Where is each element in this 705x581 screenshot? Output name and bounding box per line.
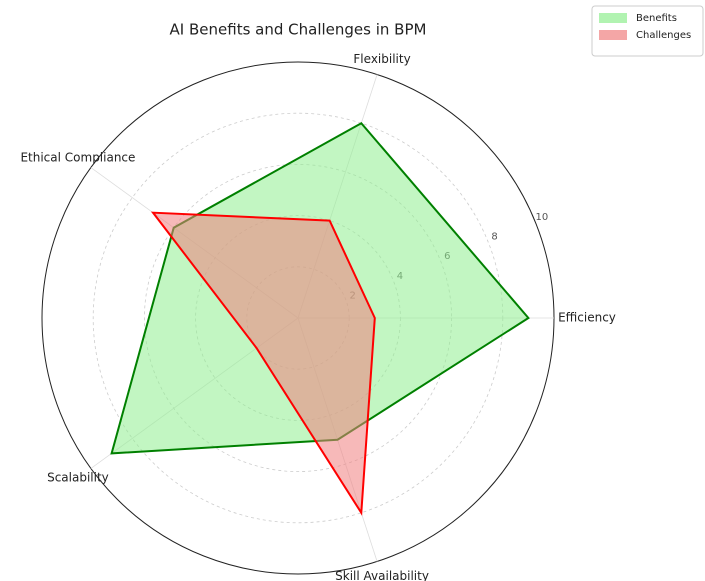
legend: Benefits Challenges: [591, 5, 704, 57]
r-tick-label: 10: [536, 212, 549, 223]
chart-title: AI Benefits and Challenges in BPM: [170, 21, 427, 39]
r-tick-label: 8: [491, 232, 497, 243]
category-label: Flexibility: [353, 52, 410, 66]
category-label: Efficiency: [558, 311, 616, 325]
legend-swatch: [599, 30, 627, 40]
category-label: Scalability: [47, 470, 109, 484]
legend-label: Benefits: [636, 13, 677, 24]
category-label: Skill Availability: [335, 569, 429, 581]
legend-label: Challenges: [636, 30, 691, 41]
category-label: Ethical Compliance: [20, 151, 135, 165]
legend-swatch: [599, 13, 627, 23]
series-area: [150, 211, 376, 516]
